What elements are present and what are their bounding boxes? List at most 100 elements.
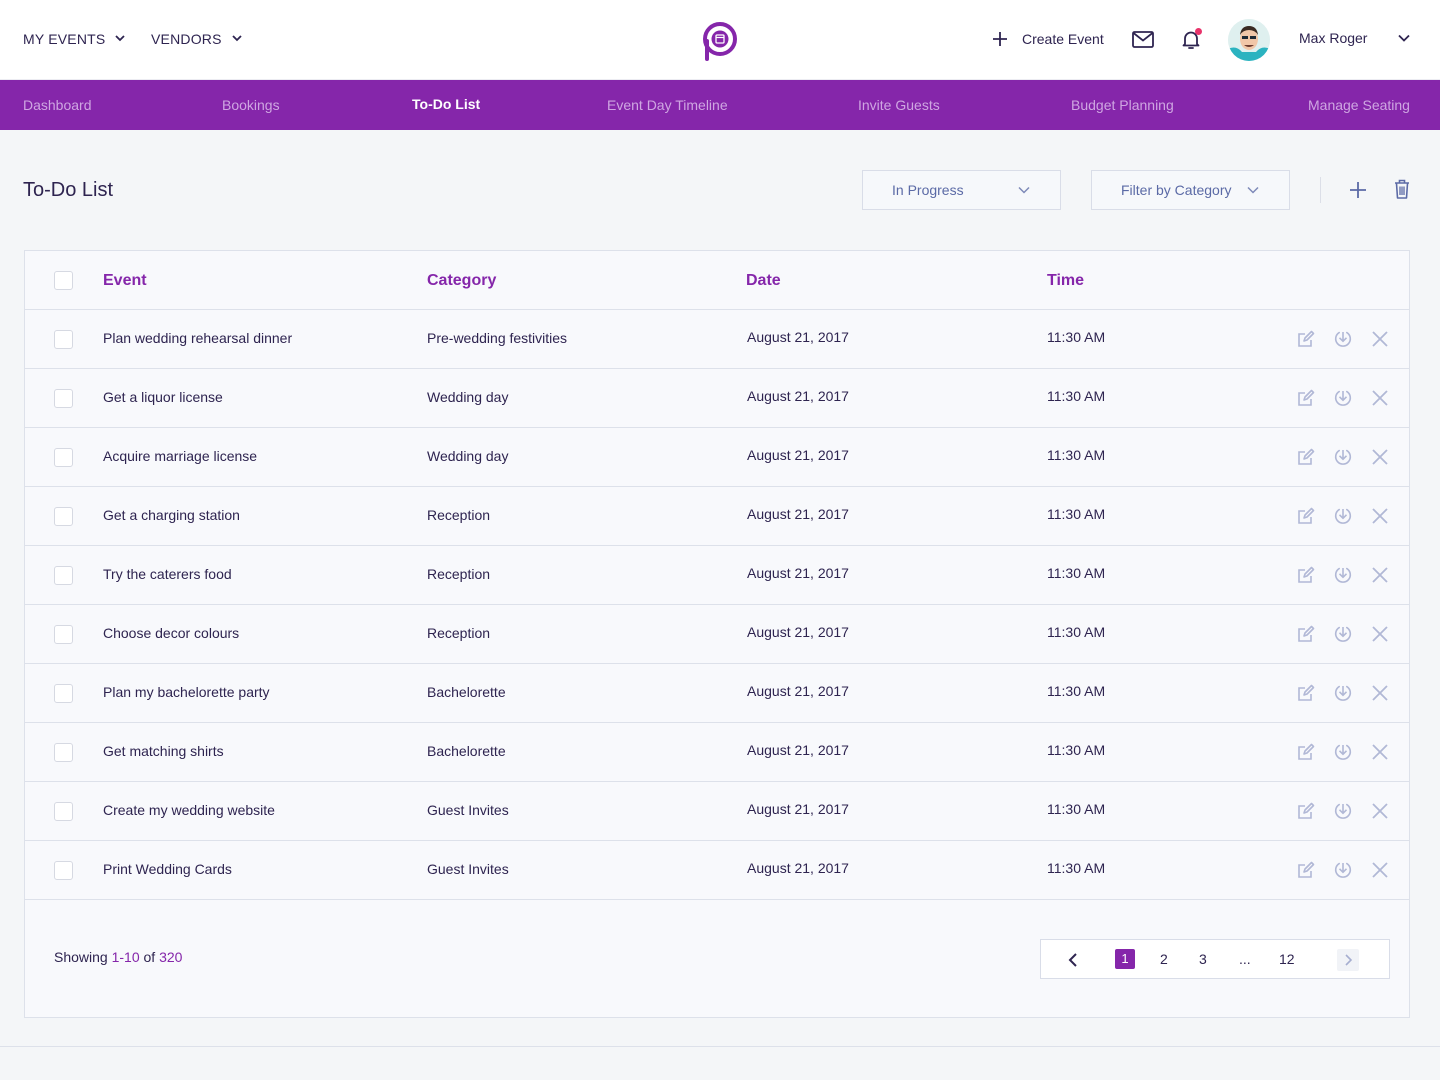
cell-event: Try the caterers food	[103, 566, 232, 582]
page-button-1[interactable]: 1	[1115, 949, 1135, 969]
table-row[interactable]: Plan wedding rehearsal dinner Pre-wedding…	[25, 310, 1409, 369]
close-icon[interactable]	[1371, 802, 1389, 820]
row-checkbox[interactable]	[54, 507, 73, 526]
cell-event: Get a liquor license	[103, 389, 223, 405]
table-row[interactable]: Create my wedding website Guest Invites Au…	[25, 782, 1409, 841]
download-icon[interactable]	[1334, 802, 1352, 820]
logo-icon[interactable]	[702, 21, 738, 61]
tab-to-do-list[interactable]: To-Do List	[412, 96, 481, 112]
close-icon[interactable]	[1371, 743, 1389, 761]
table-row[interactable]: Print Wedding Cards Guest Invites August 2…	[25, 841, 1409, 900]
tab-bookings[interactable]: Bookings	[222, 97, 280, 113]
row-checkbox[interactable]	[54, 330, 73, 349]
close-icon[interactable]	[1371, 448, 1389, 466]
category-filter-select[interactable]: Filter by Category	[1091, 170, 1290, 210]
row-checkbox[interactable]	[54, 802, 73, 821]
row-checkbox[interactable]	[54, 625, 73, 644]
cell-time: 11:30 AM	[1047, 860, 1106, 876]
page-button-12[interactable]: 12	[1279, 951, 1295, 967]
table-row[interactable]: Try the caterers food Reception August 21,…	[25, 546, 1409, 605]
close-icon[interactable]	[1371, 566, 1389, 584]
showing-range: 1-10	[111, 949, 140, 965]
edit-icon[interactable]	[1297, 625, 1315, 643]
table-row[interactable]: Get a charging station Reception August 21…	[25, 487, 1409, 546]
tab-manage-seating[interactable]: Manage Seating	[1308, 97, 1410, 113]
column-header-event[interactable]: Event	[103, 272, 147, 289]
mail-icon[interactable]	[1132, 31, 1154, 48]
row-checkbox[interactable]	[54, 743, 73, 762]
page-button-3[interactable]: 3	[1199, 951, 1207, 967]
close-icon[interactable]	[1371, 684, 1389, 702]
edit-icon[interactable]	[1297, 861, 1315, 879]
download-icon[interactable]	[1334, 861, 1352, 879]
vendors-label: VENDORS	[151, 31, 222, 47]
cell-time: 11:30 AM	[1047, 329, 1106, 345]
column-header-category[interactable]: Category	[427, 272, 497, 289]
chevron-down-icon	[232, 35, 242, 42]
row-checkbox[interactable]	[54, 861, 73, 880]
close-icon[interactable]	[1371, 625, 1389, 643]
edit-icon[interactable]	[1297, 566, 1315, 584]
user-avatar-icon	[1228, 19, 1270, 61]
edit-icon[interactable]	[1297, 507, 1315, 525]
download-icon[interactable]	[1334, 330, 1352, 348]
trash-icon[interactable]	[1394, 179, 1410, 199]
row-checkbox[interactable]	[54, 389, 73, 408]
chevron-left-icon[interactable]	[1067, 952, 1079, 968]
edit-icon[interactable]	[1297, 802, 1315, 820]
table-row[interactable]: Choose decor colours Reception August 21, …	[25, 605, 1409, 664]
download-icon[interactable]	[1334, 625, 1352, 643]
download-icon[interactable]	[1334, 566, 1352, 584]
column-header-date[interactable]: Date	[746, 272, 781, 289]
download-icon[interactable]	[1334, 684, 1352, 702]
avatar[interactable]	[1228, 19, 1270, 61]
cell-date: August 21, 2017	[747, 388, 849, 404]
table-row[interactable]: Get matching shirts Bachelorette August 21…	[25, 723, 1409, 782]
cell-time: 11:30 AM	[1047, 388, 1106, 404]
column-header-time[interactable]: Time	[1047, 272, 1085, 289]
select-all-checkbox[interactable]	[54, 271, 73, 290]
tab-event-day-timeline[interactable]: Event Day Timeline	[607, 97, 728, 113]
edit-icon[interactable]	[1297, 389, 1315, 407]
close-icon[interactable]	[1371, 507, 1389, 525]
vendors-menu[interactable]: VENDORS	[151, 31, 242, 47]
table-row[interactable]: Plan my bachelorette party Bachelorette Au…	[25, 664, 1409, 723]
cell-time: 11:30 AM	[1047, 447, 1106, 463]
cell-time: 11:30 AM	[1047, 565, 1106, 581]
close-icon[interactable]	[1371, 389, 1389, 407]
row-checkbox[interactable]	[54, 566, 73, 585]
row-checkbox[interactable]	[54, 684, 73, 703]
my-events-menu[interactable]: MY EVENTS	[23, 31, 126, 47]
table-row[interactable]: Get a liquor license Wedding day August 21…	[25, 369, 1409, 428]
chevron-down-icon	[115, 35, 126, 42]
download-icon[interactable]	[1334, 743, 1352, 761]
next-page-button[interactable]	[1337, 949, 1359, 971]
download-icon[interactable]	[1334, 448, 1352, 466]
tab-dashboard[interactable]: Dashboard	[23, 97, 92, 113]
close-icon[interactable]	[1371, 330, 1389, 348]
edit-icon[interactable]	[1297, 743, 1315, 761]
chevron-down-icon[interactable]	[1397, 33, 1411, 43]
create-event-button[interactable]: Create Event	[992, 31, 1104, 47]
download-icon[interactable]	[1334, 389, 1352, 407]
status-filter-select[interactable]: In Progress	[862, 170, 1061, 210]
table-row[interactable]: Acquire marriage license Wedding day Augus…	[25, 428, 1409, 487]
tab-budget-planning[interactable]: Budget Planning	[1071, 97, 1174, 113]
cell-category: Reception	[427, 625, 491, 641]
cell-category: Wedding day	[427, 389, 509, 405]
edit-icon[interactable]	[1297, 330, 1315, 348]
user-name[interactable]: Max Roger	[1299, 30, 1368, 46]
edit-icon[interactable]	[1297, 684, 1315, 702]
row-checkbox[interactable]	[54, 448, 73, 467]
page-button-2[interactable]: 2	[1160, 951, 1168, 967]
cell-event: Print Wedding Cards	[103, 861, 232, 877]
showing-total: 320	[159, 949, 183, 965]
edit-icon[interactable]	[1297, 448, 1315, 466]
close-icon[interactable]	[1371, 861, 1389, 879]
download-icon[interactable]	[1334, 507, 1352, 525]
tab-invite-guests[interactable]: Invite Guests	[858, 97, 940, 113]
notifications-button[interactable]	[1182, 28, 1202, 50]
cell-category: Bachelorette	[427, 743, 506, 759]
my-events-label: MY EVENTS	[23, 31, 106, 47]
add-task-icon[interactable]	[1349, 181, 1367, 199]
